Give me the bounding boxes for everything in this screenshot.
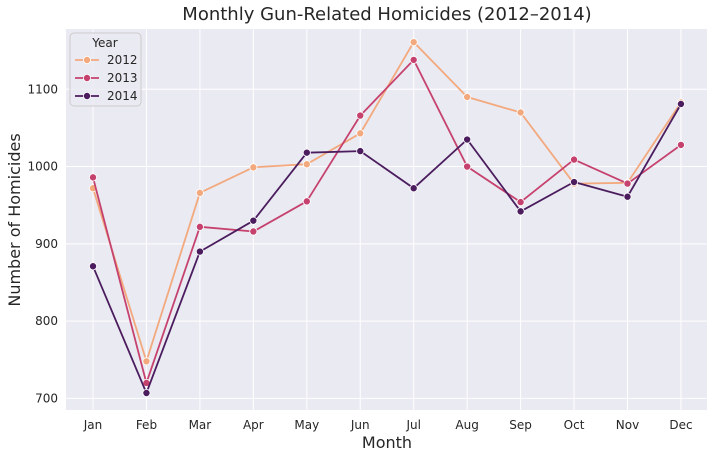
data-point <box>356 111 365 120</box>
x-tick-label: Aug <box>455 418 478 432</box>
data-point <box>89 173 98 182</box>
y-tick-labels: 700 800 900 1000 1100 <box>27 82 58 405</box>
data-point <box>195 247 204 256</box>
data-point <box>409 184 418 193</box>
x-tick-label: May <box>294 418 319 432</box>
y-tick-label: 700 <box>35 391 58 405</box>
x-tick-label: Dec <box>669 418 692 432</box>
data-point <box>516 108 525 117</box>
x-tick-label: Jun <box>350 418 370 432</box>
legend-marker <box>83 92 92 101</box>
y-tick-label: 1000 <box>27 160 58 174</box>
data-point <box>356 129 365 138</box>
x-tick-label: Nov <box>616 418 639 432</box>
legend-item-2014: 2014 <box>75 89 138 103</box>
data-point <box>623 192 632 201</box>
legend: Year 2012 2013 2014 <box>69 32 142 107</box>
data-point <box>409 38 418 47</box>
series-line-2014 <box>92 103 682 394</box>
legend-item-2012: 2012 <box>75 53 138 67</box>
data-point <box>570 178 579 187</box>
x-tick-label: Jul <box>405 418 420 432</box>
data-point <box>463 135 472 144</box>
y-tick-label: 800 <box>35 314 58 328</box>
data-point <box>676 99 685 108</box>
legend-marker <box>83 56 92 65</box>
grid <box>66 29 707 410</box>
data-point <box>89 262 98 271</box>
plot-area <box>66 29 707 410</box>
series-2013 <box>89 55 685 387</box>
data-point <box>302 160 311 169</box>
series-line-2013 <box>92 59 682 384</box>
x-axis-label: Month <box>362 433 412 452</box>
x-tick-label: Oct <box>564 418 585 432</box>
x-tick-label: Apr <box>243 418 264 432</box>
legend-marker <box>83 74 92 83</box>
data-point <box>676 140 685 149</box>
legend-item-2013: 2013 <box>75 71 138 85</box>
data-point <box>249 216 258 225</box>
data-point <box>516 198 525 207</box>
data-point <box>356 147 365 156</box>
x-tick-label: Jan <box>83 418 103 432</box>
data-point <box>463 93 472 102</box>
legend-title: Year <box>91 36 117 50</box>
x-tick-label: Feb <box>136 418 157 432</box>
data-point <box>302 197 311 206</box>
data-point <box>302 148 311 157</box>
legend-label: 2014 <box>107 89 138 103</box>
x-tick-labels: Jan Feb Mar Apr May Jun Jul Aug Sep Oct Nov Dec <box>83 418 693 432</box>
series-2014 <box>89 99 685 397</box>
x-tick-label: Mar <box>189 418 212 432</box>
data-point <box>623 179 632 188</box>
legend-label: 2013 <box>107 71 138 85</box>
x-tick-label: Sep <box>509 418 532 432</box>
data-point <box>463 162 472 171</box>
data-point <box>249 163 258 172</box>
legend-frame <box>69 32 142 107</box>
series-layer <box>89 38 685 397</box>
data-point <box>142 357 151 366</box>
data-point <box>142 388 151 397</box>
y-axis-label: Number of Homicides <box>5 133 24 306</box>
y-tick-label: 900 <box>35 237 58 251</box>
legend-label: 2012 <box>107 53 138 67</box>
y-tick-label: 1100 <box>27 82 58 96</box>
data-point <box>516 207 525 216</box>
data-point <box>570 155 579 164</box>
data-point <box>195 188 204 197</box>
chart-title: Monthly Gun-Related Homicides (2012–2014… <box>182 4 591 25</box>
data-point <box>249 227 258 236</box>
data-point <box>409 55 418 64</box>
data-point <box>195 222 204 231</box>
